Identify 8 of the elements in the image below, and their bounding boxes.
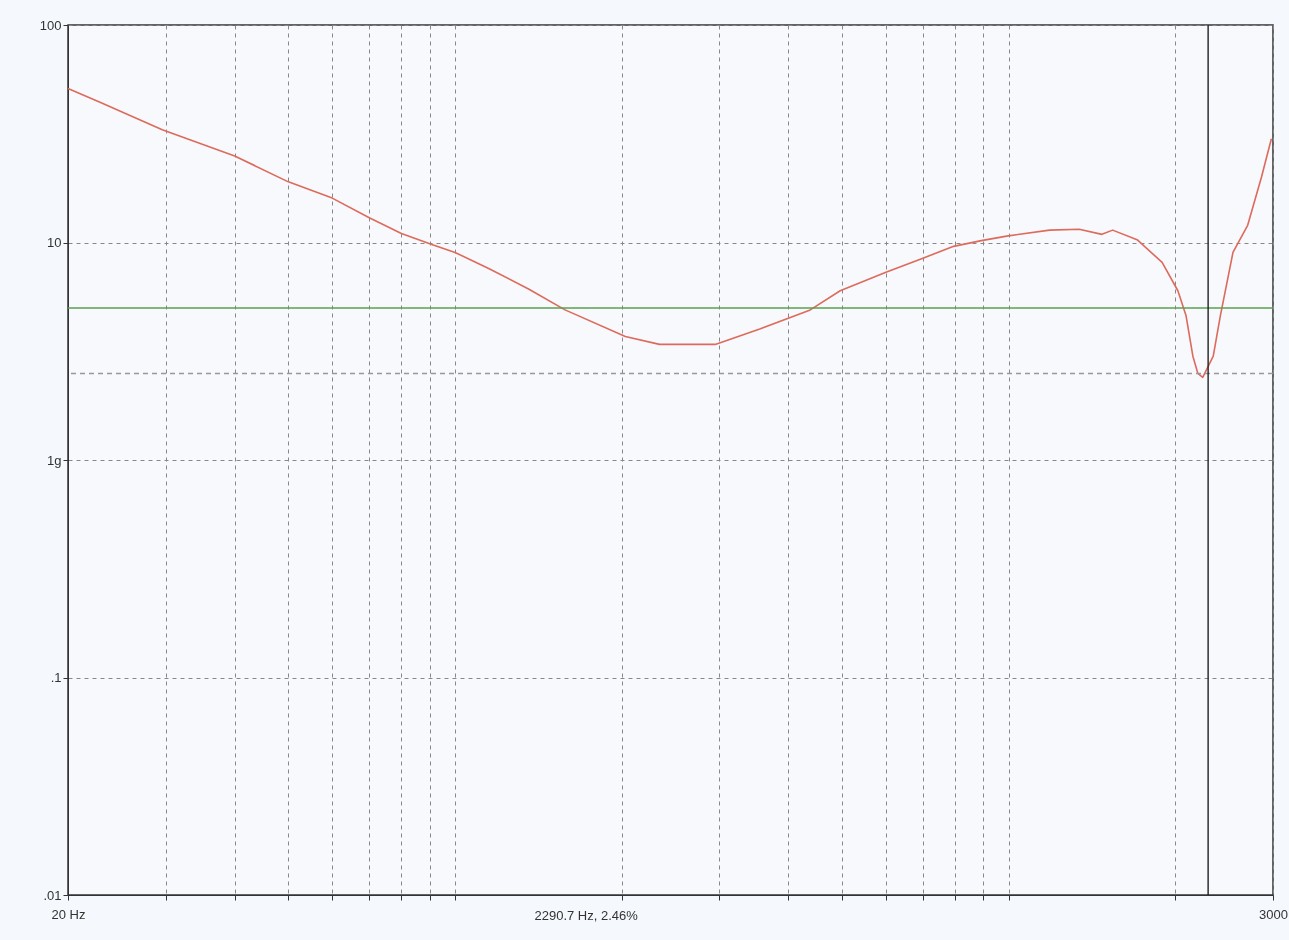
y-tick-label: 10: [47, 235, 62, 250]
x-tick-label: 3000: [1259, 906, 1288, 922]
x-tick-label: 20 Hz: [51, 906, 86, 922]
y-tick-label: 1g: [47, 452, 62, 468]
text: 2290.7 Hz, 2.46%: [534, 908, 639, 923]
y-tick-label: 100: [39, 17, 62, 33]
y-tick-label: .1: [50, 670, 62, 685]
y-tick-label: .01: [43, 887, 62, 903]
